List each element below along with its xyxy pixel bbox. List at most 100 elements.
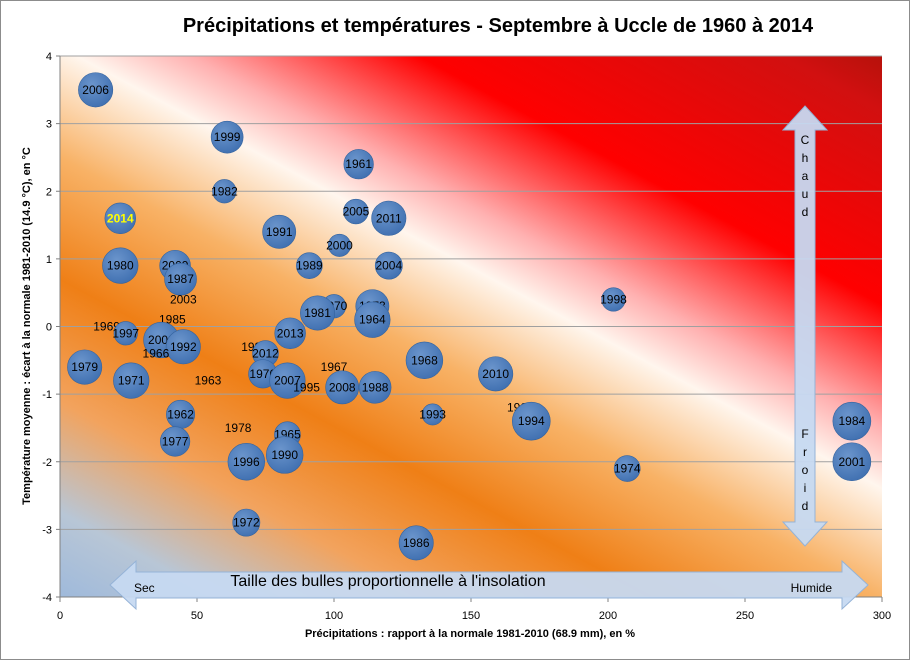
bubble-1981 (300, 295, 336, 331)
bubble-2011 (371, 200, 407, 236)
y-tick-label: 3 (46, 119, 52, 131)
x-tick-label: 50 (191, 610, 203, 622)
bubble-label-1994: 1994 (518, 414, 545, 428)
bubble-1982 (212, 179, 237, 204)
bubble-label-1990: 1990 (271, 448, 298, 462)
bubble-label-1974: 1974 (614, 462, 641, 476)
bubble-label-2014: 2014 (107, 211, 134, 225)
bubble-label-1998: 1998 (600, 292, 627, 306)
bubble-2000 (327, 233, 351, 257)
bubble-label-1966: 1966 (143, 347, 170, 361)
bubble-label-1979: 1979 (71, 360, 98, 374)
precipitation-arrow: Sec Humide Taille des bulles proportionn… (109, 559, 869, 611)
bubble-label-1997: 1997 (112, 326, 139, 340)
y-tick-label: 1 (46, 254, 52, 266)
bubble-1992 (165, 329, 201, 365)
bubble-label-1982: 1982 (211, 184, 238, 198)
bubble-label-2010: 2010 (482, 367, 509, 381)
y-tick-label: 4 (46, 51, 52, 63)
bubble-label-1964: 1964 (359, 313, 386, 327)
bubble-label-1978: 1978 (225, 421, 252, 435)
bubble-1996 (227, 443, 266, 481)
gridlines (60, 55, 882, 530)
y-tick-label: 0 (46, 322, 52, 334)
bubble-1968 (405, 341, 444, 380)
bubble-label-1993: 1993 (419, 407, 446, 421)
bubble-label-1963: 1963 (195, 374, 222, 388)
bubble-label-1969: 1969 (93, 320, 120, 334)
bubble-1997 (113, 321, 138, 346)
bubble-2010 (478, 356, 514, 392)
bubble-1971 (113, 362, 150, 399)
bubble-2004 (374, 251, 403, 280)
bubble-label-2001: 2001 (839, 455, 866, 469)
bubble-label-2012: 2012 (252, 347, 279, 361)
bubble-label-2006: 2006 (82, 83, 109, 97)
bubble-label-1977: 1977 (162, 434, 189, 448)
bubble-label-1962: 1962 (167, 407, 194, 421)
bubble-label-1981: 1981 (304, 306, 331, 320)
bubble-2006 (78, 72, 114, 108)
bubble-label-2000: 2000 (326, 238, 353, 252)
x-tick-label: 200 (599, 610, 617, 622)
bubble-1986 (398, 525, 434, 561)
bubble-1961 (343, 149, 374, 180)
bubble-label-1986: 1986 (403, 536, 430, 550)
bubble-2014 (104, 202, 136, 235)
arrow-label-humide: Humide (791, 581, 833, 595)
chart-title: Précipitations et températures - Septemb… (183, 15, 814, 37)
bubble-label-1989: 1989 (296, 259, 323, 273)
bubble-label-2011: 2011 (376, 211, 402, 225)
bubble-1999 (210, 120, 244, 154)
y-tick-label: 2 (46, 186, 52, 198)
bubble-label-1988: 1988 (362, 380, 389, 394)
bubble-1990 (265, 436, 304, 474)
arrow-label-sec: Sec (134, 581, 155, 595)
bubble-1994 (511, 401, 551, 441)
bubble-1998 (601, 287, 626, 312)
bubble-label-1972: 1972 (233, 516, 260, 530)
bubble-1989 (296, 252, 323, 279)
bubble-1987 (164, 262, 197, 296)
x-tick-label: 0 (57, 610, 63, 622)
y-tick-label: -1 (42, 389, 52, 401)
bubble-1979 (67, 349, 103, 385)
bubble-label-2013: 2013 (277, 326, 304, 340)
bubble-label-1961: 1961 (345, 157, 372, 171)
bubble-2005 (343, 198, 369, 225)
bubble-2007 (269, 362, 306, 399)
bubble-label-1984: 1984 (839, 414, 866, 428)
bubble-label-1995: 1995 (293, 380, 320, 394)
bubble-label-1999: 1999 (214, 130, 241, 144)
bubble-label-2004: 2004 (375, 259, 402, 273)
bubble-1984 (832, 401, 872, 441)
bubble-label-2008: 2008 (329, 380, 356, 394)
x-tick-label: 150 (462, 610, 480, 622)
bubble-1972 (232, 508, 261, 537)
x-tick-label: 250 (736, 610, 754, 622)
bubble-1993 (421, 403, 444, 426)
bubble-size-note: Taille des bulles proportionnelle à l'in… (230, 573, 545, 590)
y-tick-label: -3 (42, 524, 52, 536)
x-axis-label: Précipitations : rapport à la normale 19… (305, 628, 635, 640)
bubble-1977 (159, 426, 191, 457)
bubble-1991 (262, 214, 297, 249)
y-tick-label: -4 (42, 592, 52, 604)
bubble-label-1992: 1992 (170, 340, 197, 354)
bubble-1980 (102, 247, 139, 284)
bubble-label-1968: 1968 (411, 353, 438, 367)
bubble-1974 (613, 455, 641, 482)
bubble-label-2005: 2005 (343, 205, 370, 219)
bubble-2001 (832, 442, 872, 482)
bubble-label-2007: 2007 (274, 374, 301, 388)
bubbles: 2006 1999 1961 1982 2005 2011 2014 1991 2000 1980… (67, 72, 872, 561)
bubble-1964 (354, 301, 391, 338)
bubble-label-1980: 1980 (107, 259, 134, 273)
bubble-label-2003: 2003 (170, 292, 197, 306)
x-tick-label: 100 (325, 610, 343, 622)
bubble-label-1996: 1996 (233, 455, 260, 469)
